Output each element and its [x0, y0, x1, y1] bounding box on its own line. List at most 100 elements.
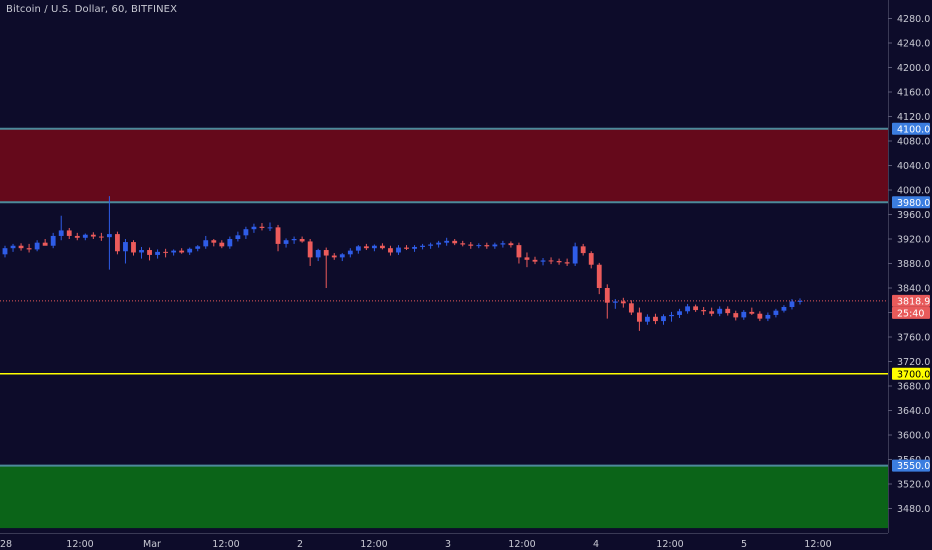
candle-body: [476, 245, 482, 247]
candle-body: [460, 243, 466, 245]
price-label-box: [892, 459, 930, 472]
candle-body: [661, 316, 666, 322]
candle-body: [155, 251, 160, 255]
y-tick-label: 3840.0: [897, 284, 930, 295]
axis-layer: [0, 0, 889, 534]
x-tick-label: 12:00: [66, 539, 93, 550]
candle-body: [115, 234, 120, 252]
candle-body: [147, 250, 152, 255]
candle-body: [283, 240, 289, 244]
candle-body: [781, 306, 787, 311]
y-tick-label: 4120.0: [897, 112, 930, 123]
y-tick-label: 4040.0: [897, 161, 930, 172]
candle-body: [797, 300, 803, 302]
y-tick-label: 3600.0: [897, 431, 930, 442]
candle-body: [2, 248, 8, 255]
candle-body: [733, 313, 739, 318]
candle-body: [540, 260, 546, 262]
candle-body: [789, 301, 795, 307]
candle-body: [556, 261, 562, 263]
x-tick-label: Mar: [143, 539, 161, 550]
candle-body: [436, 242, 442, 245]
candle-body: [773, 310, 779, 315]
candle-body: [195, 246, 201, 249]
y-tick-label: 4240.0: [897, 39, 930, 50]
candle-body: [267, 227, 273, 229]
x-tick-label: 12:00: [508, 539, 535, 550]
price-label-box: [892, 196, 930, 209]
candle-body: [588, 253, 594, 265]
x-tick-label: 4: [593, 539, 599, 550]
candle-body: [757, 313, 763, 319]
candle-body: [580, 246, 586, 254]
candle-body: [396, 247, 401, 253]
y-tick-label: 4280.0: [897, 14, 930, 25]
candle-body: [371, 245, 377, 249]
candle-body: [363, 246, 369, 249]
candle-body: [564, 262, 570, 264]
x-tick-label: 12:00: [656, 539, 683, 550]
x-tick-label: 12:00: [804, 539, 831, 550]
candle-body: [82, 234, 88, 238]
x-tick-labels: 28 12:00 Mar 12:00 2 12:00 3 12:00 4 12:00 5 12:00: [0, 539, 832, 550]
candle-body: [484, 245, 490, 247]
y-tick-label: 3960.0: [897, 210, 930, 221]
candle-body: [275, 227, 281, 244]
candle-body: [315, 250, 321, 258]
candle-body: [34, 242, 40, 250]
candle-body: [10, 245, 16, 249]
candle-body: [235, 235, 241, 239]
price-label-text: 3818.9: [897, 296, 930, 307]
candle-body: [106, 234, 112, 238]
y-tick-label: 3920.0: [897, 235, 930, 246]
candles-layer: [2, 196, 803, 331]
candle-body: [123, 242, 128, 252]
candle-body: [612, 301, 618, 303]
zones-layer: [0, 128, 888, 529]
price-label-text: 4100.0: [897, 124, 930, 135]
candle-body: [355, 246, 361, 251]
price-label-box: [892, 294, 930, 307]
price-label-text: 3550.0: [897, 461, 930, 472]
candle-body: [452, 240, 458, 244]
candle-body: [420, 245, 425, 247]
candle-body: [636, 312, 642, 322]
candle-body: [58, 230, 64, 236]
candle-body: [139, 250, 144, 253]
x-tick-label: 2: [297, 539, 303, 550]
candle-body: [291, 239, 297, 241]
candle-body: [339, 254, 345, 258]
x-tick-label: 5: [741, 539, 747, 550]
symbol-title: Bitcoin / U.S. Dollar, 60, BITFINEX: [6, 4, 178, 15]
candle-body: [74, 235, 80, 238]
candle-body: [645, 316, 650, 322]
y-tick-label: 3880.0: [897, 259, 930, 270]
candle-body: [299, 239, 305, 242]
candle-body: [187, 248, 193, 253]
candle-body: [572, 246, 578, 264]
candle-body: [532, 259, 538, 262]
candle-body: [331, 255, 337, 258]
price-label-box: [892, 122, 930, 135]
y-tick-label: 3520.0: [897, 480, 930, 491]
candle-body: [90, 234, 96, 237]
y-tick-label: 4200.0: [897, 63, 930, 74]
candle-body: [171, 250, 177, 253]
candle-body: [508, 243, 514, 246]
candle-body: [596, 264, 602, 288]
price-labels: 4100.0 3980.0 3818.925:40 3700.0 3550.0: [892, 122, 930, 472]
candle-body: [765, 314, 771, 319]
candle-body: [685, 306, 690, 312]
y-tick-label: 3680.0: [897, 382, 930, 393]
candle-body: [741, 311, 747, 318]
candle-body: [468, 244, 474, 246]
candle-body: [243, 229, 249, 236]
candle-body: [307, 241, 313, 258]
candle-body: [653, 316, 658, 322]
levels-layer: [0, 127, 888, 467]
price-label-text: 3980.0: [897, 198, 930, 209]
candle-body: [693, 306, 699, 311]
candle-body: [179, 250, 185, 253]
